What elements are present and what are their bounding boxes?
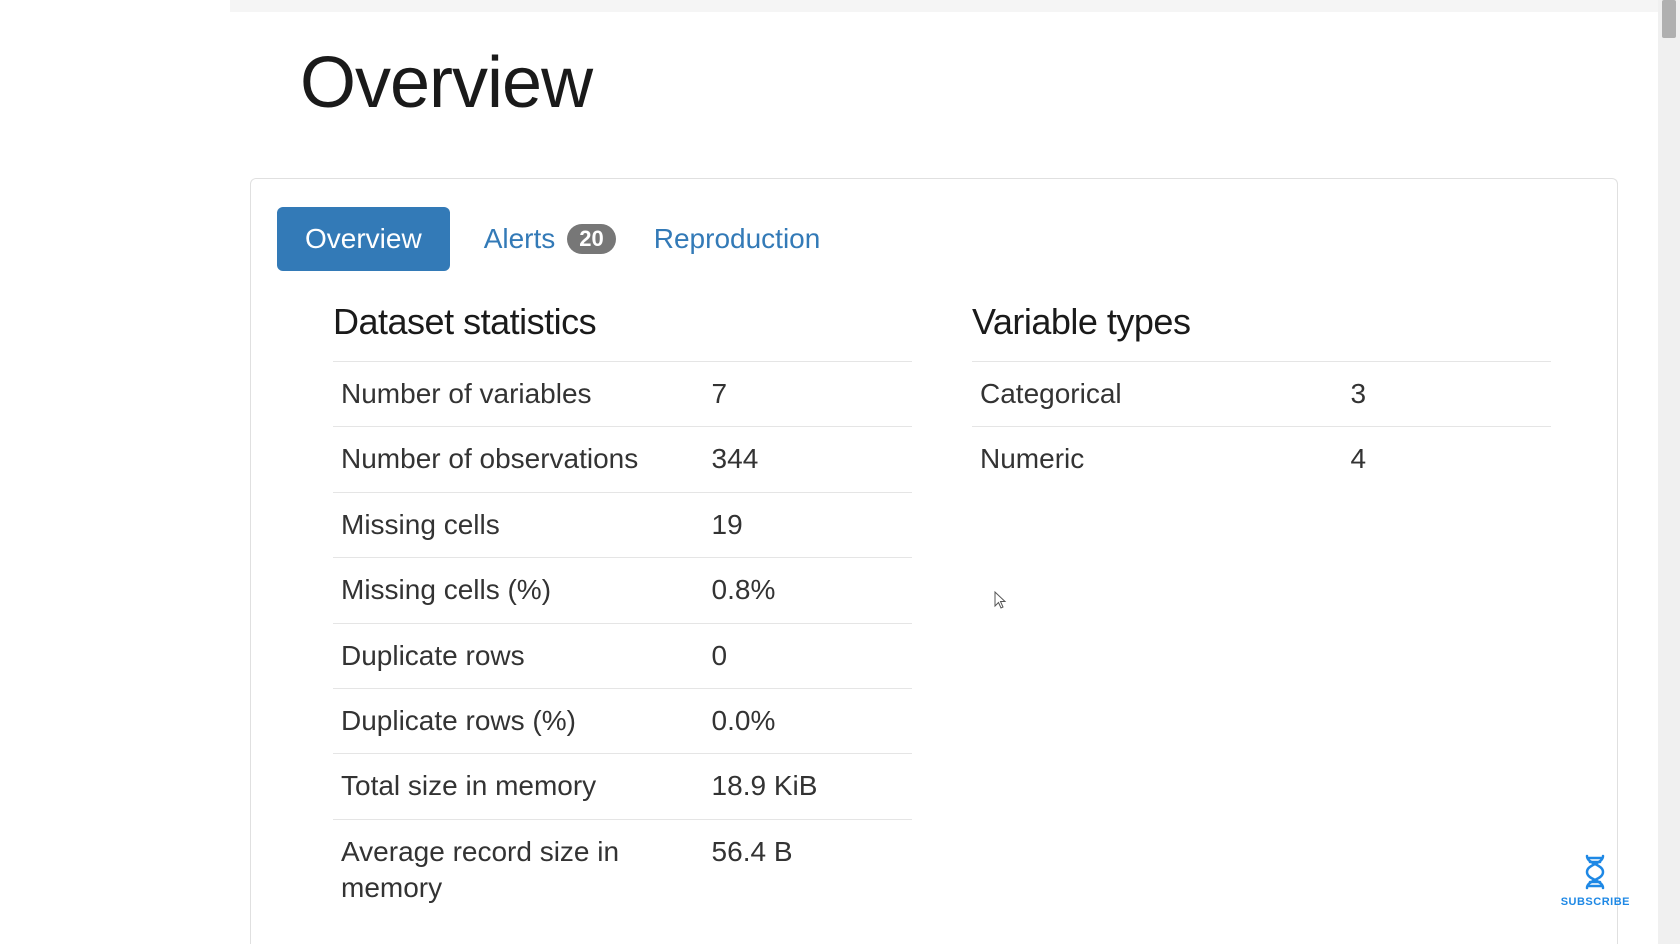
tab-reproduction-label: Reproduction (654, 223, 821, 255)
dna-icon (1575, 852, 1615, 892)
table-row: Categorical3 (972, 362, 1551, 427)
table-row: Duplicate rows (%)0.0% (333, 688, 912, 753)
page-title: Overview (300, 42, 592, 124)
table-row: Number of observations344 (333, 427, 912, 492)
scrollbar-track[interactable] (1658, 0, 1680, 944)
variable-types-title: Variable types (972, 301, 1551, 343)
stat-label: Average record size in memory (333, 819, 704, 920)
tab-overview[interactable]: Overview (277, 207, 450, 271)
top-spacer (230, 0, 1658, 12)
alerts-count-badge: 20 (567, 224, 615, 254)
stat-value: 18.9 KiB (704, 754, 912, 819)
tab-alerts-label: Alerts (484, 223, 556, 255)
stat-value: 7 (704, 362, 912, 427)
stat-value: 0.8% (704, 558, 912, 623)
variable-types-column: Variable types Categorical3Numeric4 (972, 301, 1551, 921)
stat-label: Missing cells (%) (333, 558, 704, 623)
overview-panel: Overview Alerts 20 Reproduction Dataset … (250, 178, 1618, 944)
tabs-nav: Overview Alerts 20 Reproduction (277, 207, 1591, 271)
vartype-label: Numeric (972, 427, 1343, 492)
stat-label: Number of variables (333, 362, 704, 427)
dataset-stats-table: Number of variables7Number of observatio… (333, 361, 912, 921)
table-row: Missing cells (%)0.8% (333, 558, 912, 623)
dataset-stats-column: Dataset statistics Number of variables7N… (333, 301, 912, 921)
stat-value: 19 (704, 492, 912, 557)
tab-alerts[interactable]: Alerts 20 (480, 207, 620, 271)
vartype-value: 4 (1343, 427, 1551, 492)
stat-label: Duplicate rows (%) (333, 688, 704, 753)
table-row: Duplicate rows0 (333, 623, 912, 688)
vartype-label: Categorical (972, 362, 1343, 427)
stat-value: 344 (704, 427, 912, 492)
subscribe-label: SUBSCRIBE (1561, 896, 1630, 908)
stat-label: Duplicate rows (333, 623, 704, 688)
table-row: Number of variables7 (333, 362, 912, 427)
vartype-value: 3 (1343, 362, 1551, 427)
table-row: Total size in memory18.9 KiB (333, 754, 912, 819)
variable-types-table: Categorical3Numeric4 (972, 361, 1551, 492)
tab-reproduction[interactable]: Reproduction (650, 207, 825, 271)
table-row: Missing cells19 (333, 492, 912, 557)
table-row: Numeric4 (972, 427, 1551, 492)
scrollbar-thumb[interactable] (1662, 0, 1676, 38)
stat-label: Missing cells (333, 492, 704, 557)
stat-label: Number of observations (333, 427, 704, 492)
subscribe-badge[interactable]: SUBSCRIBE (1561, 852, 1630, 908)
stat-label: Total size in memory (333, 754, 704, 819)
tab-overview-label: Overview (305, 223, 422, 255)
dataset-stats-title: Dataset statistics (333, 301, 912, 343)
stats-columns: Dataset statistics Number of variables7N… (277, 301, 1591, 921)
table-row: Average record size in memory56.4 B (333, 819, 912, 920)
stat-value: 0.0% (704, 688, 912, 753)
stat-value: 0 (704, 623, 912, 688)
stat-value: 56.4 B (704, 819, 912, 920)
